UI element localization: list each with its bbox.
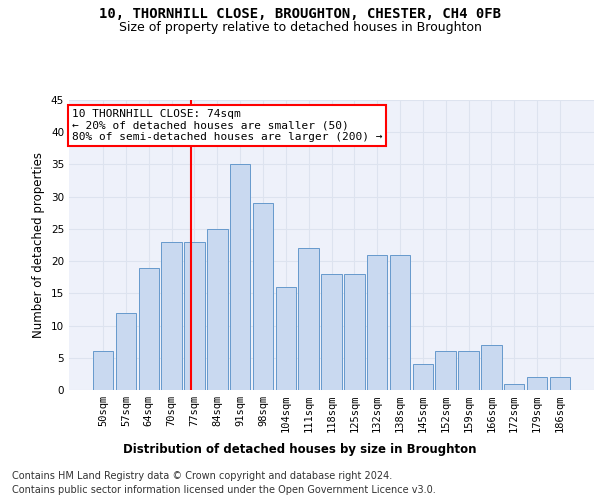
Y-axis label: Number of detached properties: Number of detached properties <box>32 152 46 338</box>
Bar <box>93 352 113 390</box>
Text: Size of property relative to detached houses in Broughton: Size of property relative to detached ho… <box>119 21 481 34</box>
Bar <box>504 384 524 390</box>
Bar <box>550 377 570 390</box>
Bar <box>527 377 547 390</box>
Bar <box>207 229 227 390</box>
Bar <box>161 242 182 390</box>
Bar <box>458 352 479 390</box>
Bar <box>184 242 205 390</box>
Bar <box>321 274 342 390</box>
Text: 10 THORNHILL CLOSE: 74sqm
← 20% of detached houses are smaller (50)
80% of semi-: 10 THORNHILL CLOSE: 74sqm ← 20% of detac… <box>71 108 382 142</box>
Bar <box>275 287 296 390</box>
Bar <box>390 254 410 390</box>
Bar <box>344 274 365 390</box>
Text: Contains HM Land Registry data © Crown copyright and database right 2024.: Contains HM Land Registry data © Crown c… <box>12 471 392 481</box>
Bar <box>253 203 273 390</box>
Text: Distribution of detached houses by size in Broughton: Distribution of detached houses by size … <box>123 442 477 456</box>
Bar <box>367 254 388 390</box>
Text: Contains public sector information licensed under the Open Government Licence v3: Contains public sector information licen… <box>12 485 436 495</box>
Bar <box>481 345 502 390</box>
Bar <box>116 312 136 390</box>
Bar <box>436 352 456 390</box>
Text: 10, THORNHILL CLOSE, BROUGHTON, CHESTER, CH4 0FB: 10, THORNHILL CLOSE, BROUGHTON, CHESTER,… <box>99 8 501 22</box>
Bar <box>139 268 159 390</box>
Bar <box>413 364 433 390</box>
Bar <box>298 248 319 390</box>
Bar <box>230 164 250 390</box>
